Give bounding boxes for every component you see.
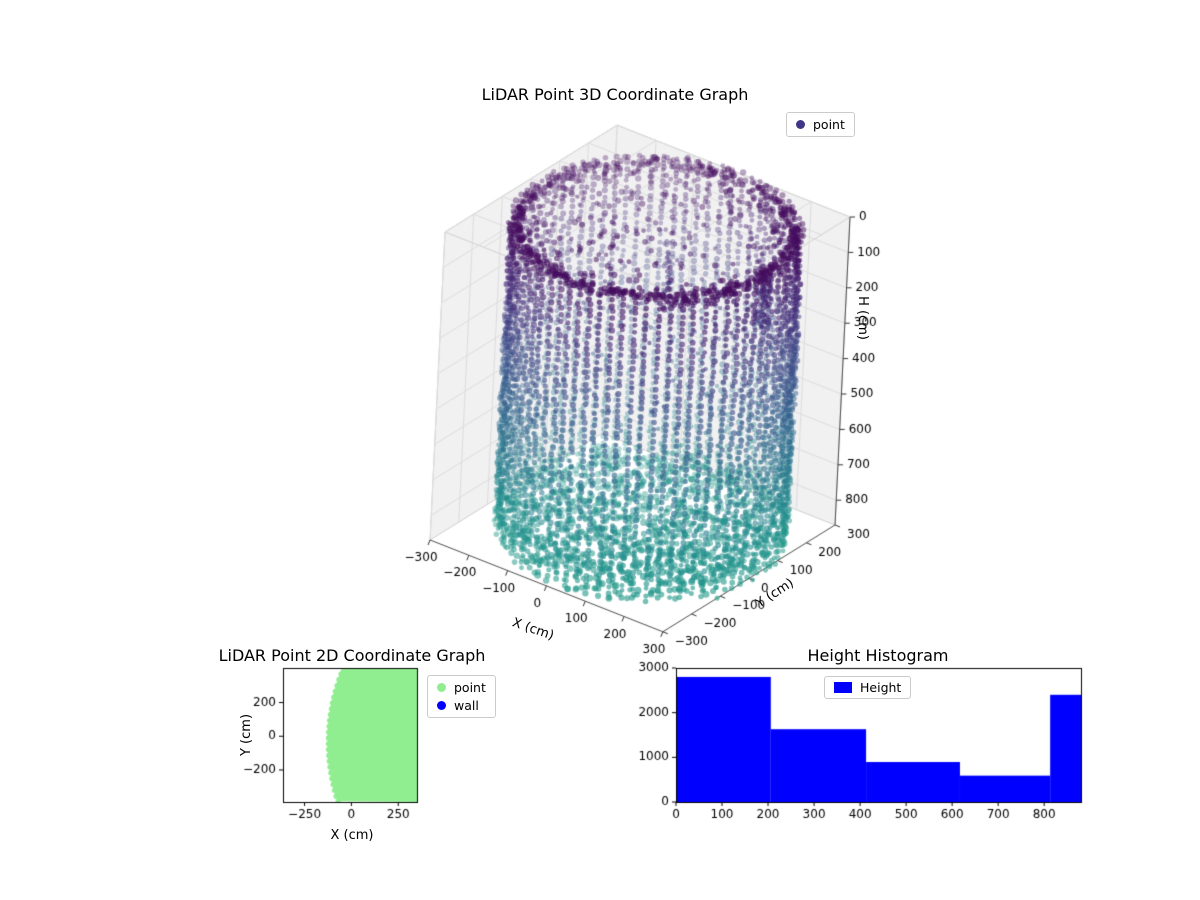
legend-label-height: Height [860,680,902,695]
hist-title: Height Histogram [807,646,949,665]
legend-label-point-3d: point [813,117,845,132]
chart2d-xaxis-label: X (cm) [330,828,374,843]
chart2d-legend: point wall [427,675,496,718]
point-marker-icon [796,120,805,129]
chart3d-title: LiDAR Point 3D Coordinate Graph [481,85,749,104]
height-bar-swatch-icon [834,682,852,693]
legend-label-wall-2d: wall [454,698,479,713]
wall-marker-icon [437,701,446,710]
hist-legend: Height [824,676,912,699]
legend-item-point-3d: point [796,117,845,132]
point-marker-icon [437,683,446,692]
legend-item-wall-2d: wall [437,698,486,713]
chart3d-zaxis-label: H (cm) [855,296,870,340]
chart2d-yaxis-label: Y (cm) [239,713,254,757]
chart2d-title: LiDAR Point 2D Coordinate Graph [218,646,486,665]
chart3d-legend: point [786,112,855,137]
legend-label-point-2d: point [454,680,486,695]
legend-item-height: Height [834,680,901,695]
legend-item-point-2d: point [437,680,486,695]
